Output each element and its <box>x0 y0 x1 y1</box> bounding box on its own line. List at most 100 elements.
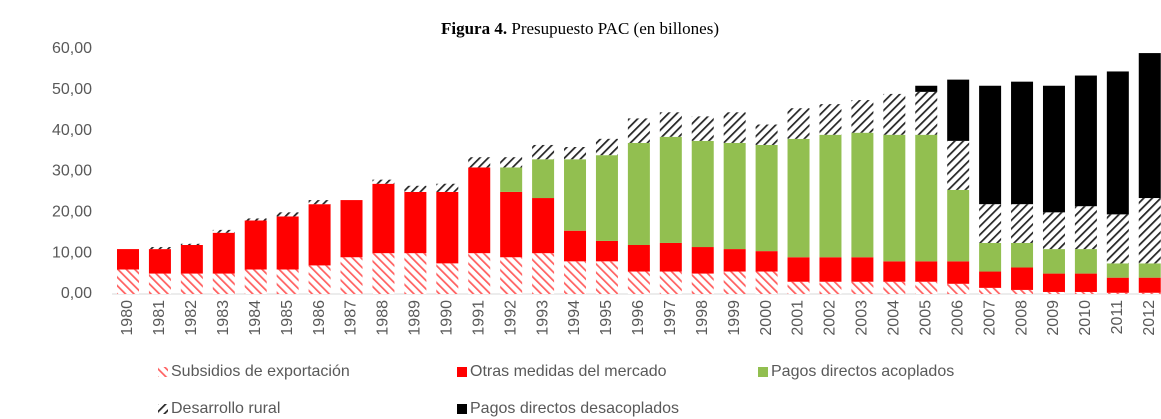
x-tick-label: 2000 <box>758 300 775 336</box>
bar-segment <box>404 253 427 294</box>
bar-segment <box>340 257 363 294</box>
bar-segment <box>659 242 682 272</box>
x-tick-label: 2003 <box>854 300 871 336</box>
bar-segment <box>1074 75 1097 207</box>
bar-segment <box>308 204 331 266</box>
bar-segment <box>883 281 906 294</box>
bar-segment <box>532 159 555 199</box>
bar-segment <box>1138 198 1161 264</box>
bar-segment <box>564 159 587 231</box>
bar-segment <box>372 253 395 294</box>
bar-segment <box>404 191 427 254</box>
bar-segment <box>851 257 874 282</box>
bar-segment <box>212 229 235 233</box>
x-tick-label: 2008 <box>1013 300 1030 336</box>
x-tick-label: 1983 <box>215 300 232 336</box>
x-tick-label: 1985 <box>279 300 296 336</box>
bar-segment <box>180 245 203 274</box>
legend-swatch <box>457 367 467 377</box>
bar-segment <box>595 240 618 262</box>
bar-segment <box>915 261 938 282</box>
bar-segment <box>627 142 650 245</box>
x-tick-label: 1990 <box>439 300 456 336</box>
x-tick-label: 1988 <box>375 300 392 336</box>
bar-segment <box>947 140 970 190</box>
bar-segment <box>1042 291 1065 294</box>
title-text: Presupuesto PAC (en billones) <box>511 19 719 38</box>
x-tick-label: 2004 <box>886 300 903 336</box>
title-label: Figura 4. <box>441 19 507 38</box>
x-tick-label: 1986 <box>311 300 328 336</box>
y-tick-label: 20,00 <box>52 204 92 221</box>
bar-segment <box>915 85 938 92</box>
bar-segment <box>180 273 203 294</box>
bar-segment <box>979 242 1002 272</box>
bar-segment <box>979 85 1002 205</box>
bar-segment <box>1074 273 1097 292</box>
x-tick-label: 1993 <box>534 300 551 336</box>
bar-segment <box>244 269 267 294</box>
bar-segment <box>787 108 810 139</box>
bar-segment <box>819 257 842 282</box>
bar-segment <box>627 118 650 143</box>
bar-segment <box>723 249 746 272</box>
bar-segment <box>979 271 1002 288</box>
bar-segment <box>1011 267 1034 290</box>
bar-segment <box>276 269 299 294</box>
bar-segment <box>1106 263 1129 278</box>
bar-segment <box>148 273 171 294</box>
bar-segment <box>851 281 874 294</box>
legend-label: Pagos directos desacoplados <box>470 400 679 417</box>
y-tick-label: 40,00 <box>52 122 92 139</box>
bar-segment <box>883 93 906 135</box>
bar-segment <box>468 167 491 254</box>
x-tick-label: 2012 <box>1141 300 1158 336</box>
bar-segment <box>787 138 810 258</box>
bar-segment <box>691 247 714 274</box>
bar-segment <box>819 281 842 294</box>
bar-segment <box>468 157 491 168</box>
bar-segment <box>947 79 970 141</box>
bar-segment <box>532 253 555 294</box>
bar-segment <box>1106 71 1129 215</box>
legend-label: Pagos directos acoplados <box>771 363 954 380</box>
bar-segment <box>564 147 587 160</box>
bar-segment <box>308 265 331 294</box>
bar-segment <box>180 243 203 245</box>
bar-segment <box>372 179 395 184</box>
x-tick-label: 1996 <box>630 300 647 336</box>
x-tick-label: 2001 <box>790 300 807 336</box>
bar-segment <box>979 287 1002 294</box>
bar-segment <box>212 273 235 294</box>
x-tick-label: 1980 <box>119 300 136 336</box>
bar-segment <box>1138 292 1161 294</box>
bar-segment <box>659 112 682 137</box>
bar-segment <box>915 134 938 262</box>
bar-segment <box>148 249 171 274</box>
y-tick-label: 60,00 <box>52 40 92 57</box>
x-tick-label: 1998 <box>694 300 711 336</box>
bar-segment <box>947 261 970 284</box>
x-tick-label: 1987 <box>343 300 360 336</box>
bar-segment <box>532 198 555 254</box>
bar-segment <box>1011 204 1034 243</box>
bar-segment <box>148 247 171 250</box>
bar-segment <box>1074 206 1097 250</box>
bar-segment <box>372 183 395 254</box>
bar-segment <box>1011 289 1034 294</box>
x-tick-label: 2007 <box>981 300 998 336</box>
x-tick-label: 1989 <box>407 300 424 336</box>
legend-label: Subsidios de exportación <box>171 363 350 380</box>
bar-segment <box>564 261 587 294</box>
bar-segment <box>819 104 842 135</box>
bar-segment <box>1042 85 1065 213</box>
bar-segment <box>532 144 555 160</box>
x-tick-label: 2002 <box>822 300 839 336</box>
bar-segment <box>1138 277 1161 293</box>
x-tick-label: 1994 <box>566 300 583 336</box>
legend-swatch <box>158 404 168 414</box>
bar-segment <box>755 251 778 272</box>
bar-segment <box>564 230 587 262</box>
bar-segment <box>947 189 970 262</box>
bar-segment <box>723 112 746 143</box>
